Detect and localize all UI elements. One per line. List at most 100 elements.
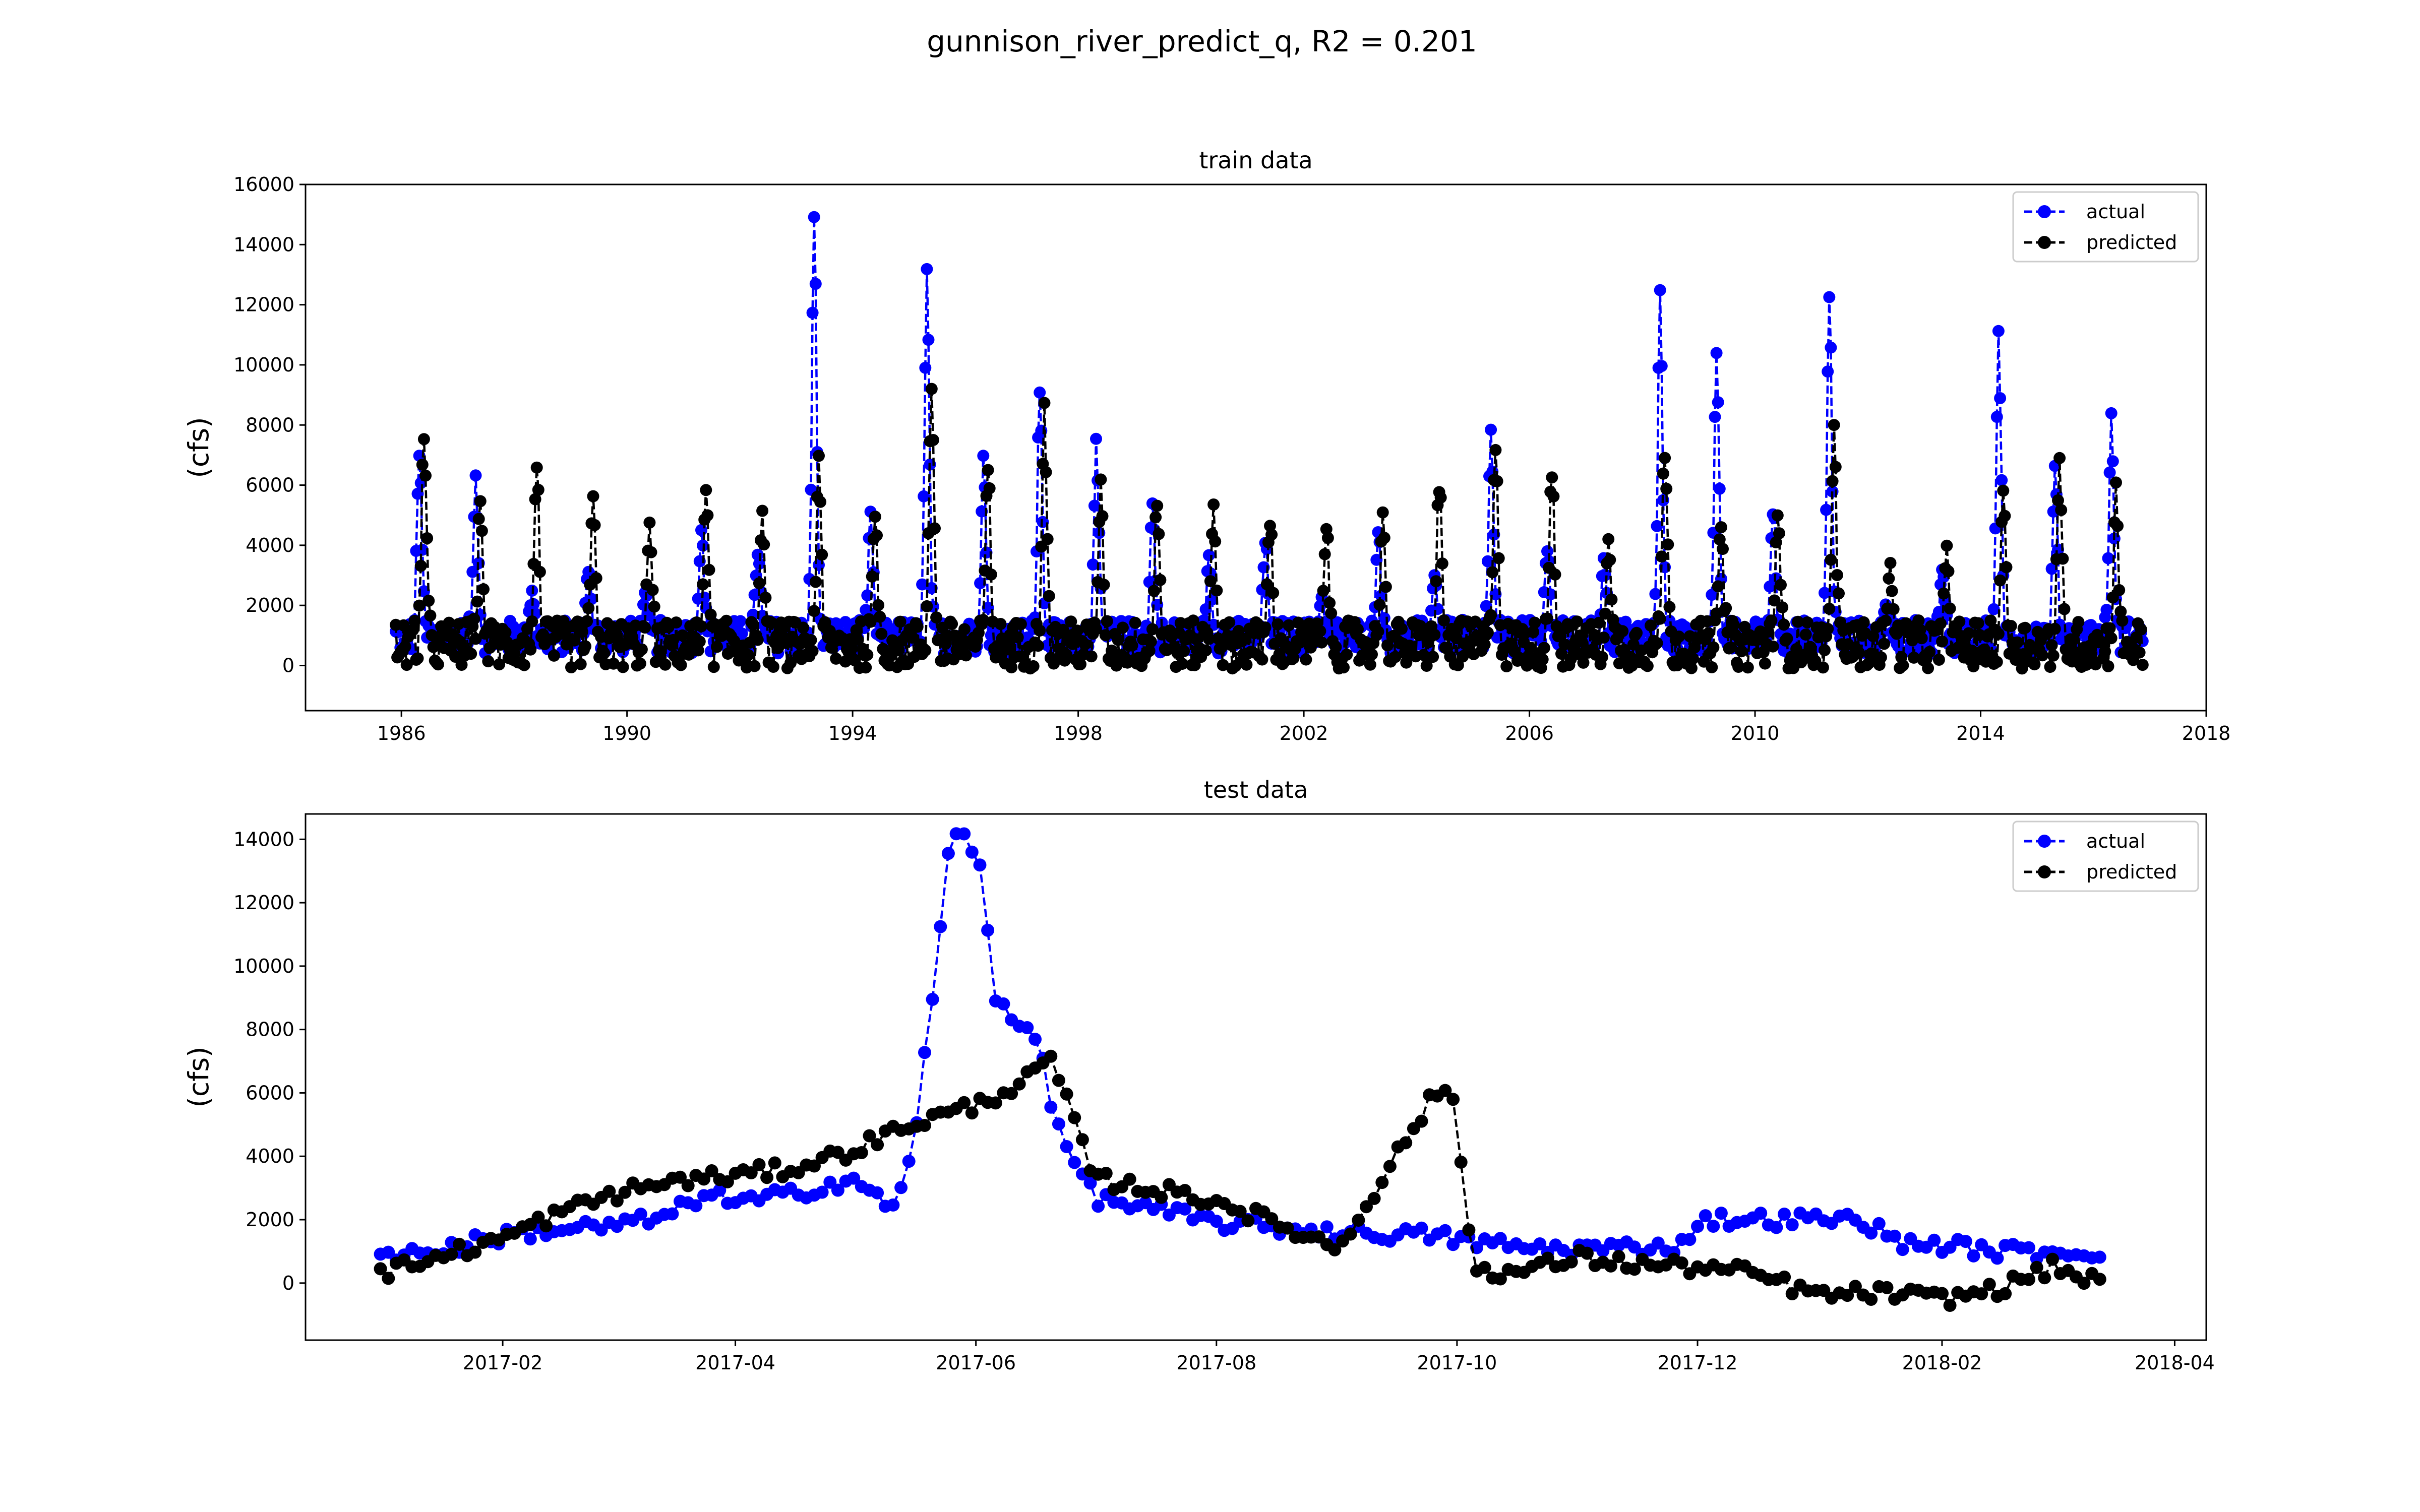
- test-actual-point: [1438, 1224, 1452, 1237]
- test-actual-point: [1092, 1200, 1105, 1213]
- x-tick-label: 1994: [828, 722, 877, 744]
- test-actual-point: [666, 1207, 679, 1221]
- test-actual-point: [886, 1198, 900, 1212]
- train-actual-point: [925, 582, 938, 594]
- test-predicted-point: [1068, 1111, 1081, 1124]
- train-predicted-point: [1541, 612, 1553, 625]
- train-actual-point: [1488, 528, 1500, 541]
- train-predicted-point: [1420, 660, 1433, 672]
- test-predicted-point: [1999, 1287, 2012, 1300]
- y-tick-label: 0: [282, 655, 294, 677]
- train-actual-point: [916, 578, 929, 591]
- test-predicted-point: [1493, 1272, 1507, 1286]
- train-actual-point: [2103, 466, 2116, 479]
- train-predicted-point: [1500, 660, 1513, 672]
- train-predicted-point: [643, 516, 656, 529]
- train-actual-point: [416, 543, 429, 556]
- train-predicted-point: [526, 615, 538, 627]
- train-predicted-point: [703, 563, 715, 576]
- train-predicted-point: [2000, 561, 2013, 574]
- train-actual-point: [808, 211, 820, 223]
- x-tick-label: 2017-02: [463, 1352, 543, 1374]
- train-predicted-point: [2068, 633, 2080, 646]
- test-predicted-point: [1075, 1133, 1089, 1147]
- test-actual-point: [1864, 1226, 1878, 1240]
- x-tick-label: 2002: [1280, 722, 1328, 744]
- train-actual-point: [1599, 569, 1611, 581]
- test-actual-markers: [374, 827, 2106, 1267]
- test-predicted-point: [705, 1164, 718, 1177]
- y-tick-label: 12000: [233, 892, 294, 914]
- y-tick-label: 8000: [246, 1019, 294, 1041]
- train-actual-point: [1481, 555, 1494, 568]
- train-predicted-point: [533, 565, 546, 578]
- train-predicted-point: [1938, 587, 1950, 600]
- x-tick-label: 2010: [1731, 722, 1780, 744]
- train-predicted-point: [477, 583, 490, 596]
- test-actual-point: [1785, 1218, 1799, 1232]
- train-predicted-point: [1074, 658, 1086, 670]
- train-predicted-point: [1144, 636, 1157, 648]
- y-tick-label: 2000: [246, 1209, 294, 1231]
- train-predicted-point: [958, 623, 971, 636]
- train-predicted-point: [474, 495, 487, 508]
- y-tick-label: 10000: [233, 955, 294, 977]
- train-predicted-point: [1005, 661, 1018, 674]
- test-legend-predicted-label: predicted: [2086, 861, 2177, 883]
- train-predicted-point: [1011, 631, 1024, 644]
- train-predicted-point: [1922, 662, 1934, 674]
- y-tick-label: 14000: [233, 828, 294, 850]
- x-tick-label: 2017-04: [695, 1352, 775, 1374]
- test-predicted-point: [1233, 1205, 1247, 1218]
- test-predicted-point: [1935, 1287, 1949, 1300]
- train-predicted-point: [1223, 616, 1236, 628]
- test-predicted-point: [445, 1247, 458, 1261]
- test-y-axis-label: (cfs): [183, 1046, 215, 1107]
- train-predicted-point: [419, 469, 432, 482]
- train-axis-ticks: 0 2000 4000 6000 8000 10000 12000 14000 16000 198…: [233, 173, 2230, 744]
- train-predicted-point: [1378, 532, 1390, 544]
- train-predicted-point: [1376, 506, 1389, 519]
- test-actual-point: [1770, 1221, 1783, 1234]
- train-predicted-point: [581, 615, 593, 627]
- train-predicted-point: [1912, 614, 1925, 627]
- train-predicted-point: [929, 522, 941, 535]
- train-predicted-point: [1687, 652, 1699, 665]
- train-predicted-point: [983, 482, 996, 494]
- train-actual-point: [1370, 553, 1383, 566]
- test-actual-point: [689, 1199, 703, 1213]
- train-predicted-point: [659, 658, 672, 671]
- train-predicted-point: [1602, 533, 1615, 545]
- train-predicted-point: [1775, 579, 1787, 591]
- train-predicted-point: [977, 614, 990, 626]
- test-actual-point: [634, 1208, 647, 1221]
- test-predicted-point: [1399, 1136, 1413, 1150]
- train-predicted-point: [765, 617, 778, 629]
- train-predicted-point: [1283, 619, 1295, 632]
- test-predicted-point: [1612, 1250, 1625, 1264]
- train-predicted-point: [1778, 618, 1790, 631]
- train-predicted-point: [1101, 615, 1113, 627]
- test-predicted-point: [2022, 1273, 2035, 1286]
- train-actual-point: [974, 577, 987, 590]
- test-predicted-point: [374, 1262, 387, 1276]
- train-predicted-point: [2011, 636, 2024, 649]
- train-predicted-point: [1727, 618, 1740, 631]
- train-predicted-point: [1259, 621, 1272, 634]
- test-actual-point: [894, 1181, 908, 1194]
- train-predicted-point: [414, 559, 427, 572]
- train-predicted-point: [1325, 607, 1338, 619]
- train-actual-point: [1992, 325, 2005, 337]
- train-predicted-point: [809, 576, 822, 588]
- test-actual-point: [981, 923, 995, 937]
- test-predicted-point: [1328, 1243, 1342, 1256]
- train-predicted-point: [1651, 637, 1663, 649]
- train-predicted-point: [1630, 626, 1643, 639]
- train-predicted-point: [701, 509, 714, 522]
- train-actual-point: [2105, 407, 2118, 419]
- train-predicted-point: [753, 577, 765, 590]
- train-actual-point: [1655, 360, 1668, 372]
- train-predicted-point: [1997, 484, 2010, 497]
- test-actual-point: [1044, 1100, 1058, 1114]
- train-predicted-point: [1673, 631, 1685, 643]
